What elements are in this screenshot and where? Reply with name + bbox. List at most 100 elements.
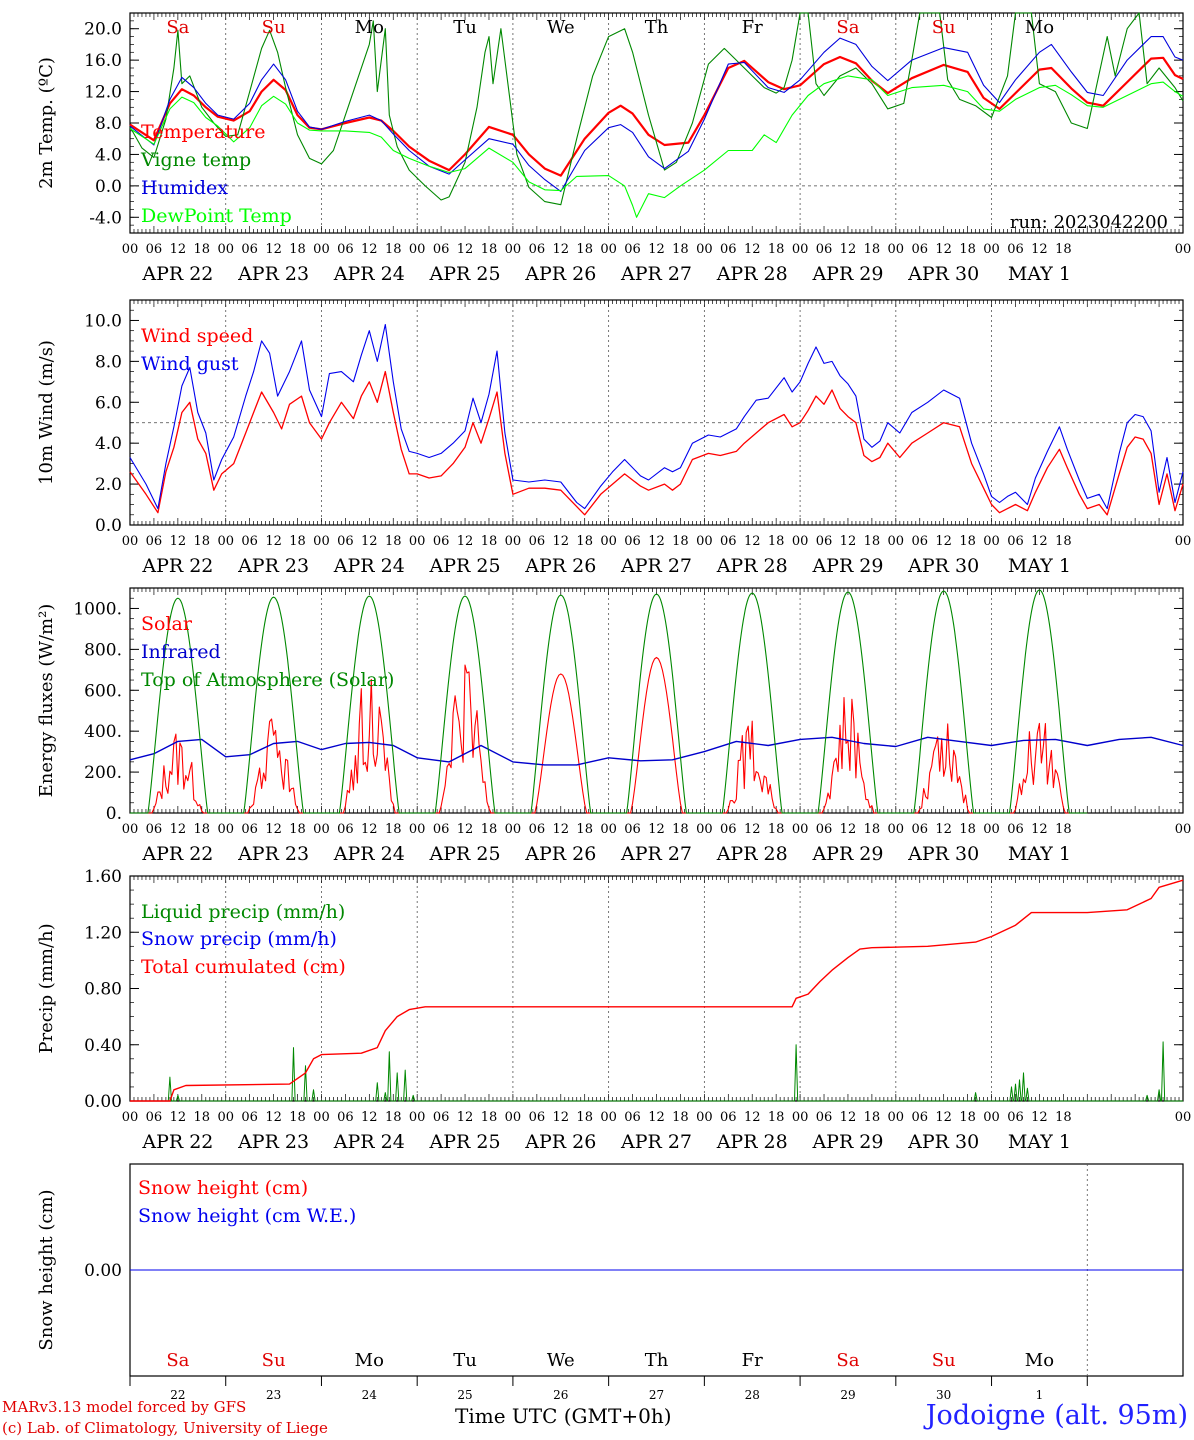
- hour-tick-label: 12: [744, 242, 761, 257]
- date-label: APR 26: [524, 555, 596, 577]
- y-tick-label: 20.0: [84, 20, 122, 40]
- y-tick-label: 0.00: [84, 1261, 122, 1281]
- weekday-label: Mo: [355, 1350, 384, 1371]
- hour-tick-label: 06: [146, 1110, 163, 1125]
- hour-tick-label: 00: [313, 1110, 330, 1125]
- date-label: APR 29: [811, 843, 883, 865]
- hour-tick-label: 06: [1007, 822, 1024, 837]
- hour-tick-label: 00: [505, 242, 522, 257]
- hour-tick-label: 12: [648, 242, 665, 257]
- y-tick-label: 0.40: [84, 1036, 122, 1056]
- hour-tick-label: 00: [696, 534, 713, 549]
- date-label: APR 29: [811, 263, 883, 285]
- date-label: APR 29: [811, 1131, 883, 1153]
- hour-tick-label: 12: [840, 534, 857, 549]
- date-label: APR 28: [716, 1131, 788, 1153]
- y-tick-label: 200.: [84, 763, 122, 783]
- series-line-2-2: [130, 589, 1088, 814]
- legend-entry: Humidex: [141, 177, 228, 199]
- day-number: 25: [457, 1388, 472, 1402]
- hour-tick-label: 00: [217, 242, 234, 257]
- series-line-2-1: [129, 736, 1184, 766]
- legend-entry: Top of Atmosphere (Solar): [141, 669, 394, 691]
- hour-tick-label: 12: [265, 1110, 282, 1125]
- date-label: APR 22: [141, 555, 213, 577]
- hour-tick-label: 00: [696, 1110, 713, 1125]
- weekday-label: Mo: [1025, 1350, 1054, 1371]
- hour-tick-label: 00: [313, 534, 330, 549]
- hour-tick-label: 06: [720, 534, 737, 549]
- hour-tick-label: 18: [385, 1110, 402, 1125]
- date-label: APR 25: [429, 1131, 501, 1153]
- hour-tick-label: 12: [170, 822, 187, 837]
- hour-tick-label: 12: [265, 534, 282, 549]
- time-axis-label: Time UTC (GMT+0h): [455, 1404, 672, 1428]
- date-label: APR 30: [907, 843, 979, 865]
- date-label: MAY 1: [1008, 555, 1071, 577]
- hour-tick-label: 18: [864, 534, 881, 549]
- hour-tick-label: 00: [217, 1110, 234, 1125]
- weekday-label: Tu: [453, 1350, 477, 1371]
- location-label: Jodoigne (alt. 95m): [925, 1400, 1188, 1431]
- panel-frame-1: [129, 299, 1184, 526]
- date-label: APR 22: [141, 1131, 213, 1153]
- hour-tick-label: 06: [529, 822, 546, 837]
- hour-tick-label: 00: [505, 822, 522, 837]
- hour-tick-label: 12: [648, 1110, 665, 1125]
- day-number: 26: [553, 1388, 568, 1402]
- weekday-label: Su: [932, 17, 956, 38]
- date-label: MAY 1: [1008, 843, 1071, 865]
- hour-tick-label: 00: [600, 1110, 617, 1125]
- hour-tick-label: 12: [744, 1110, 761, 1125]
- date-label: APR 23: [237, 263, 309, 285]
- weekday-label: Sa: [166, 17, 189, 38]
- y-tick-label: 2.0: [95, 475, 122, 495]
- date-label: APR 27: [620, 843, 692, 865]
- legend-entry: Liquid precip (mm/h): [141, 901, 345, 923]
- date-label: APR 27: [620, 263, 692, 285]
- legend-entry: Vigne temp: [140, 149, 251, 171]
- weekday-label: Sa: [836, 17, 859, 38]
- date-label: APR 28: [716, 843, 788, 865]
- hour-tick-label: 12: [935, 242, 952, 257]
- hour-tick-label: 18: [768, 242, 785, 257]
- y-axis-label: 2m Temp. (ºC): [36, 57, 57, 189]
- run-label: run: 2023042200: [1010, 212, 1168, 233]
- hour-tick-label: 06: [624, 822, 641, 837]
- hour-tick-label: 18: [289, 822, 306, 837]
- hour-tick-label: 00: [122, 242, 139, 257]
- hour-tick-label: 12: [744, 534, 761, 549]
- hour-tick-label: 06: [433, 822, 450, 837]
- hour-tick-label: 00: [983, 534, 1000, 549]
- hour-tick-label: 06: [816, 534, 833, 549]
- panel-frame-0: [129, 12, 1184, 234]
- hour-tick-label: 00: [696, 822, 713, 837]
- y-tick-label: 4.0: [95, 145, 122, 165]
- hour-tick-label: 12: [361, 534, 378, 549]
- hour-tick-label: 12: [457, 822, 474, 837]
- y-tick-label: 400.: [84, 722, 122, 742]
- hour-tick-label: 18: [289, 1110, 306, 1125]
- weekday-label: We: [547, 1350, 575, 1371]
- y-tick-label: 10.0: [84, 311, 122, 331]
- date-label: APR 30: [907, 555, 979, 577]
- hour-tick-label: 12: [648, 534, 665, 549]
- hour-tick-label: 06: [816, 822, 833, 837]
- hour-tick-label: 18: [289, 242, 306, 257]
- date-label: APR 27: [620, 555, 692, 577]
- series-line-0-1: [129, 12, 1184, 206]
- copyright-credit: (c) Lab. of Climatology, University of L…: [2, 1419, 328, 1437]
- date-label: APR 30: [907, 1131, 979, 1153]
- hour-tick-label: 18: [194, 534, 211, 549]
- legend-entry: Snow height (cm W.E.): [138, 1205, 356, 1227]
- hour-tick-label: 00: [1175, 534, 1192, 549]
- day-number: 1: [1036, 1388, 1044, 1402]
- hour-tick-label: 00: [983, 1110, 1000, 1125]
- day-number: 23: [266, 1388, 281, 1402]
- hour-tick-label: 12: [552, 534, 569, 549]
- hour-tick-label: 18: [1055, 242, 1072, 257]
- day-number: 29: [840, 1388, 855, 1402]
- hour-tick-label: 06: [1007, 1110, 1024, 1125]
- hour-tick-label: 06: [911, 822, 928, 837]
- hour-tick-label: 12: [840, 1110, 857, 1125]
